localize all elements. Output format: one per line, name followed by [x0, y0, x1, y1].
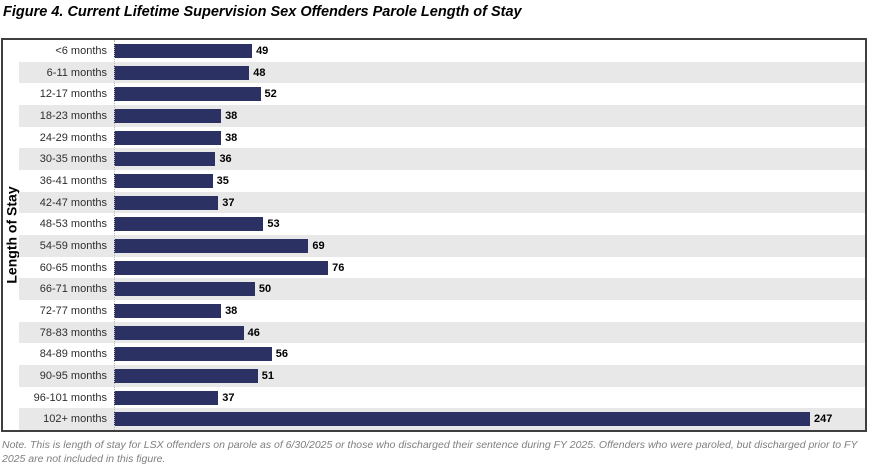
category-label: 42-47 months	[39, 196, 107, 209]
bar	[114, 217, 264, 232]
value-label: 37	[222, 196, 235, 209]
category-label: 84-89 months	[39, 348, 107, 361]
bar	[114, 65, 250, 80]
bar	[114, 130, 222, 145]
bar	[114, 152, 216, 167]
value-label: 69	[312, 239, 325, 252]
chart-row: 36-41 months 35	[19, 170, 865, 192]
category-label: 96-101 months	[33, 391, 107, 404]
bar	[114, 260, 329, 275]
category-label: 102+ months	[43, 413, 107, 426]
figure-note: Note. This is length of stay for LSX off…	[2, 439, 858, 466]
category-label: 90-95 months	[39, 369, 107, 382]
y-axis-title-text: Length of Stay	[3, 186, 20, 284]
bar	[114, 325, 244, 340]
bar	[114, 43, 253, 58]
category-label: 60-65 months	[39, 261, 107, 274]
chart-row: 90-95 months 51	[19, 365, 865, 387]
bar	[114, 173, 213, 188]
value-label: 38	[225, 304, 238, 317]
chart-row: 66-71 months 50	[19, 278, 865, 301]
category-label: 48-53 months	[39, 218, 107, 231]
value-label: 37	[222, 391, 235, 404]
category-label: 24-29 months	[39, 131, 107, 144]
chart-row: <6 months 49	[19, 40, 865, 62]
chart-row: 24-29 months 38	[19, 127, 865, 149]
chart-row: 84-89 months 56	[19, 343, 865, 365]
category-label: 12-17 months	[39, 88, 107, 101]
bar	[114, 195, 219, 210]
value-label: 52	[264, 88, 277, 101]
chart-row: 102+ months 247	[19, 408, 865, 431]
value-label: 48	[253, 66, 266, 79]
value-label: 76	[332, 261, 345, 274]
value-label: 36	[219, 153, 232, 166]
figure-title: Figure 4. Current Lifetime Supervision S…	[3, 4, 522, 20]
y-axis-title: Length of Stay	[3, 40, 20, 430]
chart-row: 60-65 months 76	[19, 257, 865, 279]
category-label: 18-23 months	[39, 109, 107, 122]
chart-row: 72-77 months 38	[19, 300, 865, 322]
bar	[114, 108, 222, 123]
chart-row: 6-11 months 48	[19, 61, 865, 84]
bar	[114, 390, 219, 405]
value-label: 46	[247, 326, 260, 339]
value-label: 35	[216, 174, 229, 187]
value-label: 38	[225, 109, 238, 122]
bar	[114, 347, 272, 362]
chart-row: 96-101 months 37	[19, 387, 865, 409]
chart-row: 48-53 months 53	[19, 213, 865, 235]
category-label: 36-41 months	[39, 174, 107, 187]
category-label: 54-59 months	[39, 239, 107, 252]
chart-row: 78-83 months 46	[19, 321, 865, 344]
chart-row: 42-47 months 37	[19, 191, 865, 214]
bar	[114, 238, 309, 253]
category-label: 72-77 months	[39, 304, 107, 317]
bar	[114, 87, 261, 102]
category-label: <6 months	[55, 44, 107, 57]
category-label: 78-83 months	[39, 326, 107, 339]
value-label: 49	[256, 44, 269, 57]
value-label: 247	[814, 413, 833, 426]
value-label: 56	[275, 348, 289, 361]
chart-row: 18-23 months 38	[19, 105, 865, 127]
bar	[114, 282, 255, 297]
value-label: 38	[225, 131, 238, 144]
bar	[114, 303, 222, 318]
category-label: 30-35 months	[39, 153, 107, 166]
chart-row: 12-17 months 52	[19, 83, 865, 105]
bar	[114, 412, 810, 427]
chart-plot-area: Length of Stay <6 months 49 6-11 months 48 1…	[1, 38, 867, 432]
value-label: 50	[258, 283, 272, 296]
chart-rows: <6 months 49 6-11 months 48 12-17 months 52 18…	[19, 40, 865, 431]
value-label: 51	[261, 369, 274, 382]
bar	[114, 368, 258, 383]
category-label: 66-71 months	[39, 283, 107, 296]
category-label: 6-11 months	[46, 66, 107, 79]
chart-row: 54-59 months 69	[19, 235, 865, 257]
value-label: 53	[267, 218, 280, 231]
chart-row: 30-35 months 36	[19, 148, 865, 171]
